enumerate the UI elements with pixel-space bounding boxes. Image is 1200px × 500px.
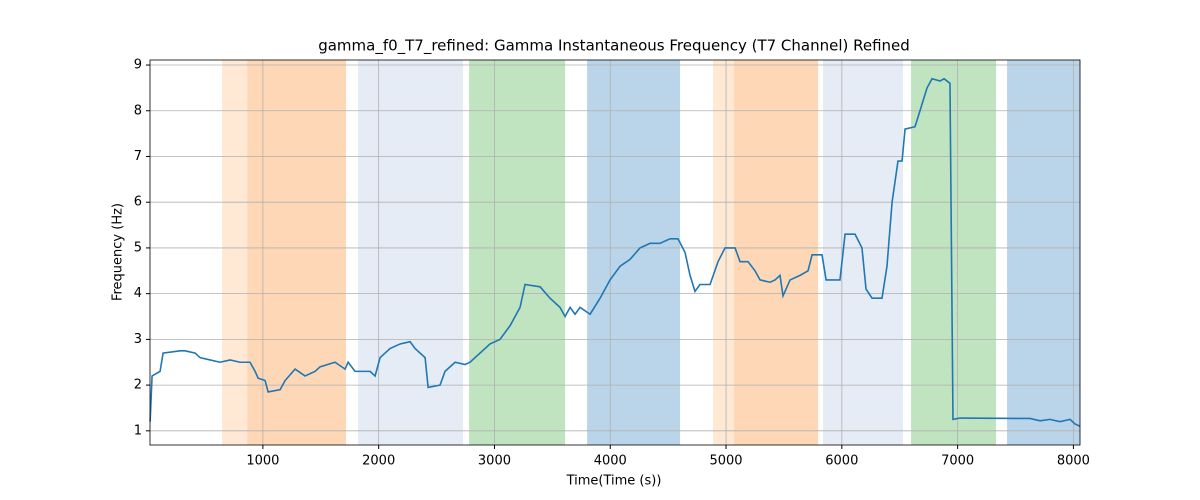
data-line <box>149 77 1081 427</box>
x-tick-label: 8000 <box>1057 454 1090 469</box>
y-tick-label: 1 <box>134 423 142 438</box>
y-tick-label: 9 <box>134 58 142 73</box>
chart-title: gamma_f0_T7_refined: Gamma Instantaneous… <box>318 37 910 56</box>
y-axis-label: Frequency (Hz) <box>111 203 126 301</box>
y-tick-label: 5 <box>134 240 142 255</box>
y-tick-label: 7 <box>134 149 142 164</box>
highlight-span <box>469 60 566 445</box>
highlight-span <box>222 60 248 445</box>
y-tick-label: 8 <box>134 103 142 118</box>
x-axis-label: Time(Time (s)) <box>566 474 662 489</box>
y-tick-label: 4 <box>134 286 142 301</box>
x-tick-label: 7000 <box>941 454 974 469</box>
y-tick-label: 2 <box>134 378 142 393</box>
highlight-span <box>247 60 347 445</box>
y-tick-label: 6 <box>134 195 142 210</box>
highlight-span <box>911 60 997 445</box>
plot-frame <box>149 59 1081 446</box>
x-tick-label: 1000 <box>246 454 279 469</box>
x-tick-label: 3000 <box>478 454 511 469</box>
highlight-span <box>358 60 464 445</box>
x-tick-label: 4000 <box>594 454 627 469</box>
highlight-span <box>1007 60 1080 445</box>
highlight-span <box>587 60 681 445</box>
y-tick-label: 3 <box>134 332 142 347</box>
x-tick-label: 2000 <box>362 454 395 469</box>
highlight-span <box>734 60 819 445</box>
x-tick-label: 5000 <box>709 454 742 469</box>
x-tick-label: 6000 <box>825 454 858 469</box>
